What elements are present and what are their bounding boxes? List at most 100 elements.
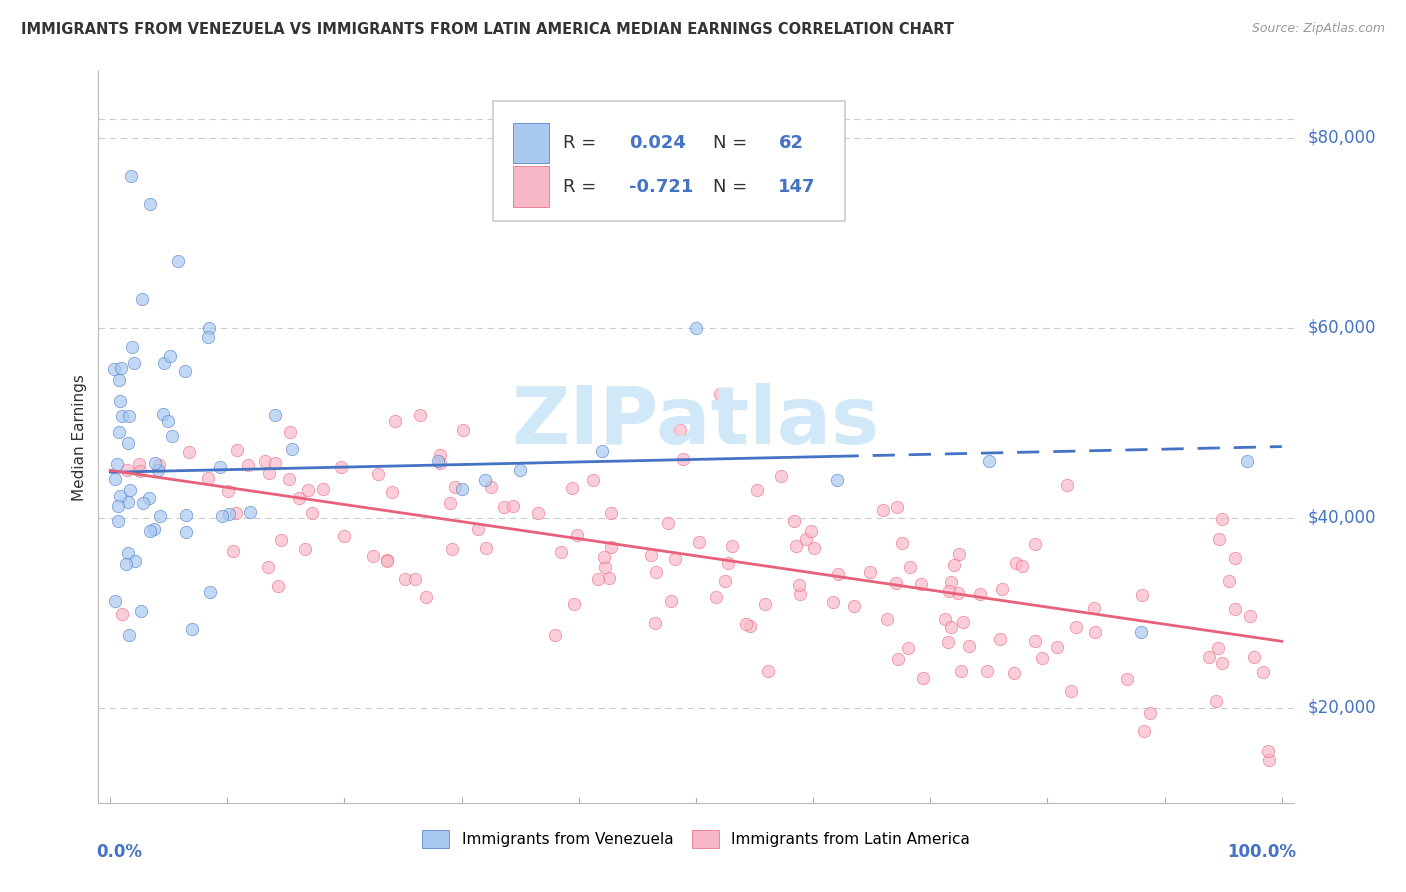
Point	[384, 414, 406, 428]
Y-axis label: Median Earnings: Median Earnings	[72, 374, 87, 500]
Point	[148, 458, 170, 472]
Point	[139, 524, 162, 538]
Point	[117, 546, 139, 560]
Point	[1198, 650, 1220, 665]
Point	[844, 599, 866, 613]
Point	[281, 442, 304, 456]
Point	[166, 254, 188, 268]
Point	[769, 469, 792, 483]
Point	[288, 491, 311, 505]
Point	[108, 489, 131, 503]
Point	[129, 604, 152, 618]
Point	[131, 293, 153, 307]
Point	[900, 559, 922, 574]
Point	[734, 616, 756, 631]
Point	[1236, 454, 1258, 468]
Point	[152, 408, 174, 422]
Point	[827, 567, 849, 582]
Point	[120, 169, 142, 183]
Point	[124, 554, 146, 568]
Point	[330, 459, 353, 474]
Point	[173, 364, 195, 378]
Point	[104, 593, 127, 607]
Point	[897, 641, 920, 656]
Point	[236, 458, 259, 472]
Point	[952, 615, 974, 629]
Point	[943, 558, 966, 573]
Point	[474, 541, 496, 556]
Point	[581, 473, 603, 487]
Point	[146, 463, 169, 477]
Point	[427, 454, 450, 468]
Point	[361, 549, 384, 563]
Text: R =: R =	[564, 178, 602, 195]
Point	[294, 542, 316, 557]
Point	[800, 524, 823, 539]
Point	[278, 472, 301, 486]
Point	[1064, 620, 1087, 634]
Point	[562, 597, 585, 611]
Point	[645, 565, 668, 579]
Text: ZIPatlas: ZIPatlas	[512, 384, 880, 461]
Point	[121, 340, 143, 354]
Point	[789, 587, 811, 601]
Point	[301, 506, 323, 520]
Point	[429, 456, 451, 470]
Point	[1251, 665, 1274, 679]
Point	[1208, 533, 1230, 547]
Point	[550, 545, 572, 559]
Point	[222, 543, 245, 558]
Point	[333, 529, 356, 543]
Point	[938, 584, 960, 599]
Text: $60,000: $60,000	[1308, 318, 1376, 337]
Point	[1056, 478, 1078, 492]
Point	[197, 471, 219, 485]
Point	[115, 557, 138, 571]
Point	[138, 491, 160, 506]
Point	[415, 590, 437, 604]
Point	[1218, 574, 1240, 588]
Point	[208, 460, 231, 475]
Point	[197, 330, 219, 344]
Point	[217, 484, 239, 499]
Point	[297, 483, 319, 497]
Point	[159, 350, 181, 364]
Point	[938, 634, 960, 648]
Point	[664, 552, 686, 566]
Point	[111, 409, 134, 424]
Point	[1139, 706, 1161, 721]
Point	[110, 360, 132, 375]
Point	[740, 618, 762, 632]
Point	[174, 508, 197, 523]
Point	[139, 197, 162, 211]
Point	[709, 387, 731, 401]
Point	[704, 590, 727, 604]
Text: 0.0%: 0.0%	[96, 843, 142, 861]
Text: R =: R =	[564, 134, 602, 152]
Point	[405, 572, 427, 586]
Point	[409, 409, 432, 423]
Point	[502, 499, 524, 513]
Point	[599, 506, 621, 520]
Point	[946, 585, 969, 599]
Point	[825, 473, 848, 487]
Point	[110, 394, 132, 409]
Point	[451, 423, 474, 437]
Text: $20,000: $20,000	[1308, 698, 1376, 717]
Point	[1060, 684, 1083, 698]
Point	[479, 480, 502, 494]
Point	[494, 500, 516, 514]
Point	[588, 572, 610, 586]
Point	[785, 539, 807, 553]
Point	[640, 549, 662, 563]
Point	[128, 457, 150, 471]
Point	[714, 574, 737, 588]
Point	[117, 628, 139, 642]
Point	[105, 457, 128, 471]
Point	[198, 585, 221, 599]
Text: 100.0%: 100.0%	[1227, 843, 1296, 861]
Point	[1243, 650, 1265, 665]
Text: 147: 147	[779, 178, 815, 195]
Point	[132, 496, 155, 510]
Point	[160, 428, 183, 442]
